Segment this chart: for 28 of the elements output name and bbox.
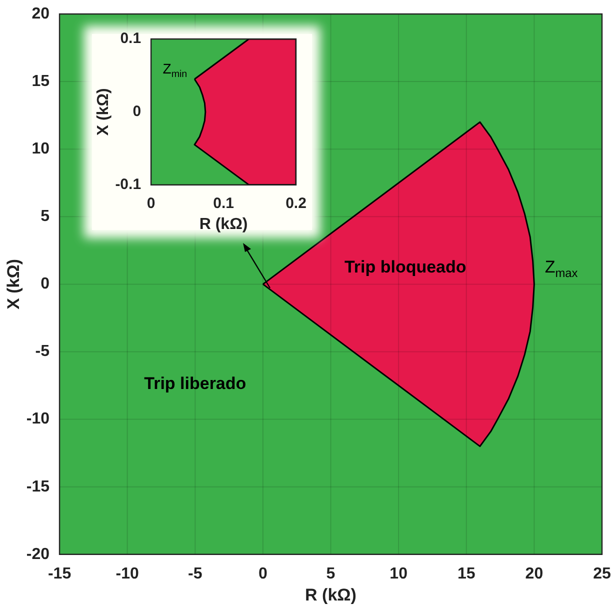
x-axis-title: R (kΩ) (305, 585, 356, 604)
x-tick-label: 25 (593, 565, 611, 582)
x-tick-label: 10 (390, 565, 408, 582)
y-axis-title: X (kΩ) (95, 88, 112, 136)
y-tick-label: -10 (26, 410, 50, 428)
y-tick-label: 0.1 (120, 30, 142, 48)
y-tick-label: -20 (26, 546, 50, 563)
x-tick-label: 20 (525, 565, 544, 582)
y-tick-label: -0.1 (115, 176, 142, 193)
y-tick-label: 0 (40, 276, 50, 293)
x-tick-label: 15 (457, 565, 476, 582)
x-axis-title: R (kΩ) (199, 216, 248, 233)
x-tick-label: 0 (146, 194, 156, 212)
y-tick-label: -15 (26, 478, 50, 496)
x-tick-label: 0.2 (286, 194, 306, 212)
annotation: Trip bloqueado (344, 258, 466, 277)
x-tick-label: 5 (326, 565, 336, 582)
y-tick-label: -5 (35, 343, 50, 360)
y-tick-label: 20 (32, 5, 50, 22)
x-tick-label: 0 (258, 565, 268, 582)
y-tick-label: 5 (40, 208, 50, 226)
y-tick-label: 10 (32, 140, 50, 158)
x-tick-label: -5 (188, 565, 202, 582)
y-axis-title: X (kΩ) (4, 258, 23, 310)
x-tick-label: 0.1 (213, 194, 234, 212)
annotation: Trip liberado (144, 374, 246, 393)
y-tick-label: 0 (132, 103, 142, 120)
y-tick-label: 15 (32, 72, 50, 90)
